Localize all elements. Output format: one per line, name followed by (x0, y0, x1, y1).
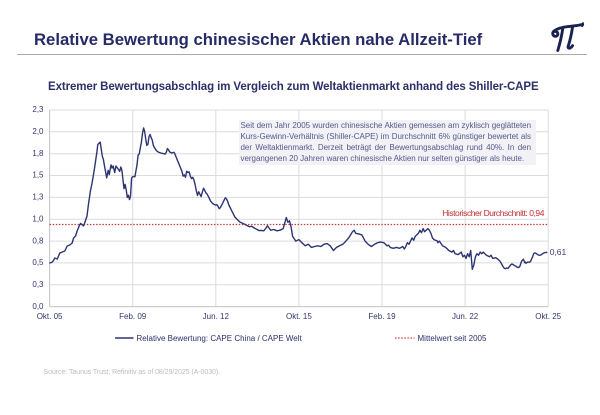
svg-text:Okt. 25: Okt. 25 (535, 312, 561, 321)
svg-text:Feb. 09: Feb. 09 (119, 312, 147, 321)
svg-text:Okt. 05: Okt. 05 (37, 312, 63, 321)
svg-text:Historischer Durchschnitt: 0,9: Historischer Durchschnitt: 0,94 (442, 208, 545, 218)
svg-text:1,0: 1,0 (32, 214, 44, 223)
svg-text:Relative Bewertung: CAPE China: Relative Bewertung: CAPE China / CAPE We… (137, 334, 303, 343)
svg-text:Jun. 22: Jun. 22 (452, 312, 479, 321)
svg-text:Jun. 12: Jun. 12 (203, 312, 230, 321)
svg-text:Mittelwert seit 2005: Mittelwert seit 2005 (418, 334, 487, 343)
svg-text:0,8: 0,8 (32, 236, 44, 245)
svg-text:0,3: 0,3 (32, 280, 44, 289)
svg-text:Feb. 19: Feb. 19 (368, 312, 396, 321)
svg-text:1,8: 1,8 (32, 149, 44, 158)
svg-text:1,3: 1,3 (32, 193, 44, 202)
svg-text:Okt. 15: Okt. 15 (286, 312, 312, 321)
svg-text:0,5: 0,5 (32, 258, 44, 267)
svg-text:0,0: 0,0 (32, 302, 44, 311)
svg-text:2,3: 2,3 (32, 105, 44, 114)
svg-text:0,61: 0,61 (550, 247, 567, 257)
svg-text:2,0: 2,0 (32, 127, 44, 136)
svg-text:1,5: 1,5 (32, 171, 44, 180)
